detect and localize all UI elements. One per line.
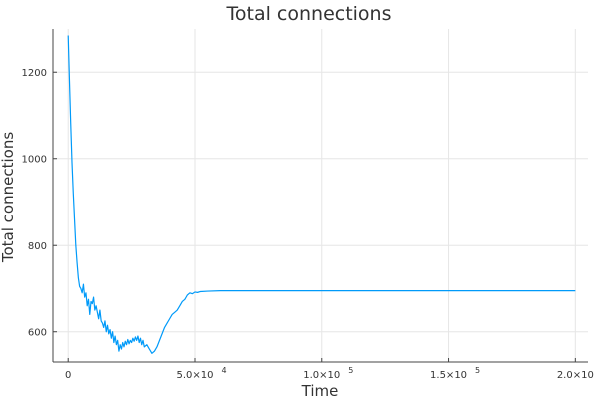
y-tick-label-2: 1000: [22, 155, 47, 166]
grid-layer: [53, 29, 588, 362]
y-tick-label-3: 1200: [22, 68, 47, 79]
x-tick-exponent-1: 4: [221, 366, 226, 375]
chart-title: Total connections: [226, 3, 392, 25]
series-line-0: [67, 35, 576, 354]
x-tick-label-4: 2.0×10: [557, 370, 594, 381]
axes-layer: [52, 29, 588, 363]
y-axis-label: Total connections: [0, 132, 17, 263]
x-tick-label-2: 1.0×10: [303, 370, 340, 381]
ticks-layer: 05.0×1041.0×1051.5×1052.0×10560080010001…: [22, 68, 594, 381]
x-tick-label-1: 5.0×10: [176, 370, 213, 381]
x-tick-exponent-3: 5: [475, 366, 480, 375]
x-tick-label-3: 1.5×10: [430, 370, 467, 381]
x-tick-label-0: 0: [65, 370, 71, 381]
x-axis-label: Time: [301, 382, 339, 400]
y-tick-label-1: 800: [28, 241, 47, 252]
y-tick-label-0: 600: [28, 328, 47, 339]
series-layer: [67, 35, 576, 354]
x-tick-exponent-2: 5: [348, 366, 353, 375]
